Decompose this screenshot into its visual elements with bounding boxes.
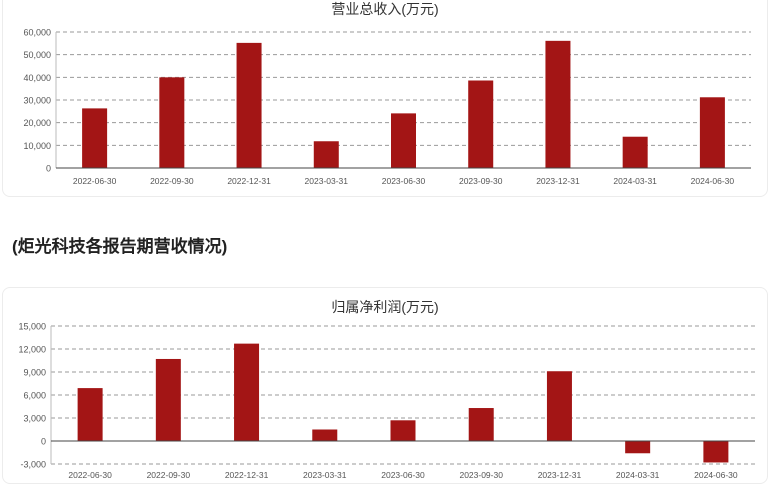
- profit-bar: [77, 388, 103, 441]
- profit-x-tick-label: 2023-06-30: [381, 470, 425, 480]
- profit-x-tick-label: 2024-06-30: [694, 470, 738, 480]
- revenue-bar: [313, 141, 339, 168]
- revenue-y-tick-label: 10,000: [23, 141, 51, 151]
- revenue-x-tick-label: 2024-06-30: [691, 176, 735, 186]
- profit-x-tick-label: 2022-12-31: [225, 470, 269, 480]
- revenue-chart: 0 10,000 20,000 30,000 40,000 50,000 60,000 202…: [23, 28, 751, 186]
- profit-y-tick-label: 9,000: [23, 368, 46, 378]
- revenue-bar: [159, 77, 185, 168]
- revenue-x-tick-label: 2022-09-30: [150, 176, 194, 186]
- revenue-bar: [699, 97, 725, 168]
- profit-y-tick-label: 3,000: [23, 414, 46, 424]
- profit-bar: [390, 420, 416, 441]
- revenue-bar: [236, 42, 262, 168]
- profit-x-tick-label: 2022-09-30: [147, 470, 191, 480]
- revenue-x-tick-label: 2023-03-31: [305, 176, 349, 186]
- profit-x-tick-label: 2023-12-31: [538, 470, 582, 480]
- revenue-x-tick-label: 2024-03-31: [613, 176, 657, 186]
- profit-x-tick-label: 2024-03-31: [616, 470, 660, 480]
- revenue-chart-panel: 营业总收入(万元) 0 10,000 20,000 30,000 40,000 50,00…: [2, 0, 768, 197]
- revenue-bar: [468, 80, 494, 168]
- profit-chart: -3,000 0 3,000 6,000 9,000 12,000 15,000 2022-0…: [18, 322, 755, 480]
- profit-bar: [625, 441, 651, 454]
- revenue-x-tick-label: 2023-12-31: [536, 176, 580, 186]
- revenue-bar: [622, 136, 648, 168]
- revenue-bar: [391, 113, 416, 168]
- revenue-y-tick-label: 20,000: [23, 118, 51, 128]
- revenue-y-tick-label: 30,000: [23, 96, 51, 106]
- profit-y-tick-label: 0: [41, 437, 46, 447]
- revenue-y-tick-label: 60,000: [23, 28, 51, 38]
- revenue-x-tick-label: 2022-12-31: [227, 176, 271, 186]
- revenue-bar: [82, 108, 108, 168]
- chart-caption: (炬光科技各报告期营收情况): [12, 237, 228, 256]
- profit-x-tick-label: 2023-03-31: [303, 470, 347, 480]
- profit-x-tick-label: 2023-09-30: [459, 470, 503, 480]
- profit-bar: [234, 343, 260, 441]
- revenue-bar: [545, 40, 571, 169]
- profit-bar: [546, 371, 572, 441]
- profit-y-tick-label: 15,000: [18, 322, 46, 332]
- revenue-x-tick-label: 2023-09-30: [459, 176, 503, 186]
- revenue-y-tick-label: 0: [46, 164, 51, 174]
- profit-y-tick-label: 6,000: [23, 391, 46, 401]
- profit-bar: [155, 358, 181, 441]
- profit-bar: [703, 441, 729, 463]
- revenue-y-tick-label: 40,000: [23, 73, 51, 83]
- profit-y-tick-label: -3,000: [20, 460, 46, 470]
- profit-chart-panel: 归属净利润(万元) -3,000 0 3,000 6,000 9,000 12,000 15…: [2, 287, 768, 484]
- revenue-chart-title: 营业总收入(万元): [331, 1, 439, 17]
- profit-x-tick-label: 2022-06-30: [68, 470, 112, 480]
- revenue-x-tick-label: 2022-06-30: [73, 176, 117, 186]
- profit-y-tick-label: 12,000: [18, 345, 46, 355]
- profit-bar: [468, 408, 494, 441]
- revenue-x-tick-label: 2023-06-30: [382, 176, 426, 186]
- profit-bar: [312, 429, 338, 441]
- revenue-y-tick-label: 50,000: [23, 50, 51, 60]
- profit-chart-title: 归属净利润(万元): [331, 299, 439, 315]
